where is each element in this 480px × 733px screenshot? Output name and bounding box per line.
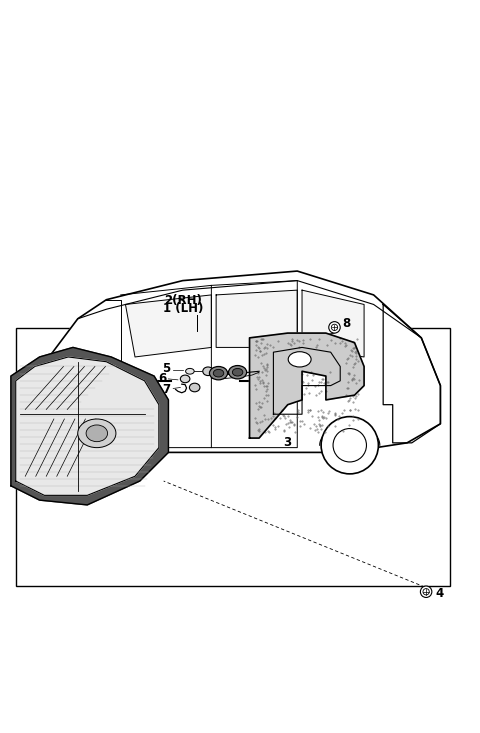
Ellipse shape [232, 369, 243, 376]
Polygon shape [302, 290, 364, 357]
Polygon shape [250, 333, 364, 438]
Polygon shape [16, 357, 159, 496]
Polygon shape [87, 386, 111, 429]
Text: 7: 7 [163, 383, 171, 396]
Ellipse shape [209, 366, 228, 380]
Text: 3: 3 [283, 435, 291, 449]
Circle shape [321, 416, 378, 474]
Circle shape [51, 416, 109, 474]
Ellipse shape [190, 383, 200, 392]
Polygon shape [125, 295, 211, 357]
Ellipse shape [228, 366, 247, 379]
Ellipse shape [180, 375, 190, 383]
Circle shape [329, 322, 340, 333]
Polygon shape [39, 271, 441, 452]
Text: 2(RH): 2(RH) [164, 294, 202, 307]
Polygon shape [383, 304, 441, 443]
Ellipse shape [186, 369, 194, 374]
Text: 8: 8 [343, 317, 351, 330]
Bar [16, 328, 450, 586]
Circle shape [420, 586, 432, 597]
Ellipse shape [86, 425, 108, 442]
Text: 1 (LH): 1 (LH) [163, 302, 203, 315]
Ellipse shape [78, 419, 116, 448]
Polygon shape [216, 290, 297, 347]
Text: 6: 6 [158, 372, 166, 385]
Text: 5: 5 [163, 362, 171, 375]
Ellipse shape [203, 367, 213, 375]
Polygon shape [11, 347, 168, 505]
Ellipse shape [288, 352, 311, 367]
Ellipse shape [213, 369, 224, 377]
Text: 4: 4 [436, 586, 444, 600]
